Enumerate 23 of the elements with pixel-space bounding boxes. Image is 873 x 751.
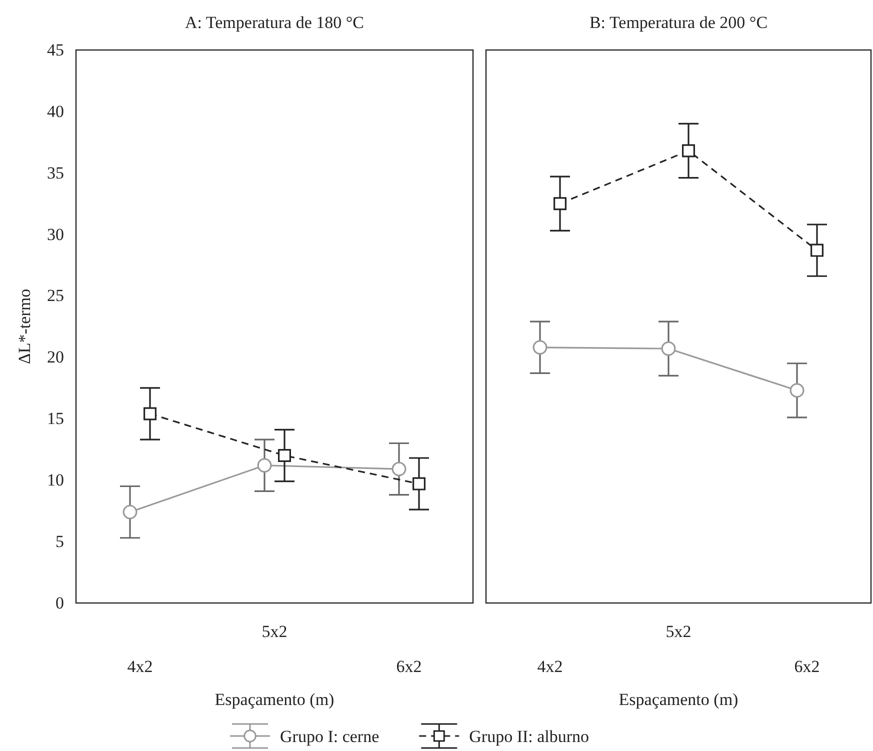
legend-label: Grupo I: cerne [280,727,380,746]
chart-title: A: Temperatura de 180 °C [184,13,364,32]
y-tick-label: 0 [56,593,64,612]
y-tick-label: 45 [47,40,64,60]
y-tick-label: 40 [47,102,64,121]
y-tick-label: 10 [47,470,64,490]
y-tick-label: 30 [47,224,64,244]
x-axis-title: Espaçamento (m) [214,690,334,709]
y-tick-label: 15 [47,409,64,428]
x-tick-label: 5x2 [262,622,288,642]
x-tick-label: 4x2 [537,656,563,676]
x-tick-label: 6x2 [396,656,422,676]
y-tick-label: 20 [47,348,64,367]
chart-title: B: Temperatura de 200 °C [589,13,768,32]
y-axis-title: ΔL*-termo [15,288,34,364]
x-tick-label: 6x2 [794,656,820,676]
x-axis-title: Espaçamento (m) [618,690,738,709]
y-tick-label: 35 [47,163,64,182]
y-tick-label: 5 [56,532,64,551]
x-tick-label: 5x2 [666,622,692,642]
legend-label: Grupo II: alburno [469,727,590,746]
x-tick-label: 4x2 [127,656,153,676]
y-tick-label: 25 [47,286,64,306]
